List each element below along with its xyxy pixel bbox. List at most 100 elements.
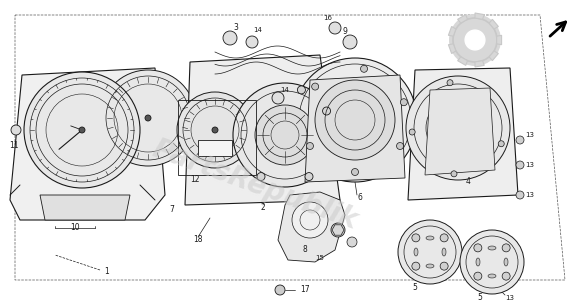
Text: 7: 7 [170, 206, 174, 214]
Circle shape [255, 105, 315, 165]
Text: 13: 13 [526, 132, 534, 138]
Polygon shape [40, 195, 130, 220]
Circle shape [440, 234, 448, 242]
Circle shape [502, 244, 510, 252]
Circle shape [412, 234, 420, 242]
Polygon shape [475, 61, 484, 67]
Circle shape [351, 168, 358, 175]
Ellipse shape [426, 264, 434, 268]
Text: 9: 9 [343, 27, 347, 37]
Ellipse shape [476, 258, 480, 266]
Text: 10: 10 [70, 224, 80, 232]
Polygon shape [497, 35, 501, 45]
Circle shape [298, 86, 305, 94]
Circle shape [177, 92, 253, 168]
Circle shape [451, 171, 457, 177]
Circle shape [397, 142, 404, 149]
Circle shape [246, 36, 258, 48]
Circle shape [323, 107, 331, 115]
Polygon shape [489, 19, 499, 29]
Text: 14: 14 [281, 87, 290, 93]
Circle shape [406, 76, 510, 180]
Circle shape [409, 129, 415, 135]
Text: PartsRepublik: PartsRepublik [148, 135, 361, 235]
Polygon shape [425, 88, 495, 175]
FancyBboxPatch shape [198, 140, 232, 156]
Text: 16: 16 [324, 15, 332, 21]
Circle shape [292, 202, 328, 238]
Circle shape [516, 136, 524, 144]
Polygon shape [457, 15, 467, 23]
Circle shape [275, 285, 285, 295]
Ellipse shape [442, 248, 446, 256]
Circle shape [79, 127, 85, 133]
Circle shape [474, 244, 482, 252]
Text: 17: 17 [300, 285, 310, 295]
Circle shape [400, 99, 408, 106]
Text: 3: 3 [233, 23, 239, 33]
Text: 8: 8 [303, 246, 307, 254]
Text: 11: 11 [9, 141, 19, 149]
Text: 13: 13 [526, 162, 534, 168]
Circle shape [11, 125, 21, 135]
Circle shape [24, 72, 140, 188]
Polygon shape [10, 68, 165, 220]
Circle shape [145, 115, 151, 121]
Polygon shape [448, 44, 456, 53]
Circle shape [449, 14, 501, 66]
Polygon shape [278, 192, 345, 262]
Polygon shape [408, 68, 518, 200]
Polygon shape [448, 27, 456, 36]
Polygon shape [305, 75, 405, 182]
Circle shape [331, 223, 345, 237]
Circle shape [257, 173, 265, 181]
Circle shape [347, 237, 357, 247]
Circle shape [315, 80, 395, 160]
Ellipse shape [488, 274, 496, 278]
Circle shape [498, 141, 504, 147]
Ellipse shape [504, 258, 508, 266]
Text: 4: 4 [466, 178, 470, 186]
Circle shape [440, 262, 448, 270]
Circle shape [272, 92, 284, 104]
Circle shape [412, 262, 420, 270]
Text: 15: 15 [316, 255, 324, 261]
Ellipse shape [414, 248, 418, 256]
Text: 18: 18 [193, 235, 203, 245]
Circle shape [502, 272, 510, 280]
Circle shape [233, 83, 337, 187]
Circle shape [329, 22, 341, 34]
Circle shape [516, 191, 524, 199]
Circle shape [212, 127, 218, 133]
Ellipse shape [488, 246, 496, 250]
Polygon shape [185, 55, 340, 205]
Circle shape [223, 31, 237, 45]
Circle shape [453, 18, 497, 62]
Text: 2: 2 [261, 203, 265, 213]
Ellipse shape [426, 236, 434, 240]
Circle shape [305, 173, 313, 181]
Circle shape [474, 272, 482, 280]
Circle shape [312, 83, 318, 90]
Polygon shape [475, 13, 484, 19]
Circle shape [361, 65, 368, 72]
Circle shape [343, 35, 357, 49]
Text: 13: 13 [505, 295, 515, 301]
Circle shape [398, 220, 462, 284]
Text: 14: 14 [254, 27, 262, 33]
Polygon shape [457, 57, 467, 65]
Circle shape [465, 30, 485, 50]
Circle shape [100, 70, 196, 166]
Circle shape [516, 161, 524, 169]
Text: 12: 12 [190, 175, 200, 185]
Text: 5: 5 [478, 293, 482, 303]
Polygon shape [489, 51, 499, 61]
Circle shape [460, 230, 524, 294]
Text: 13: 13 [526, 192, 534, 198]
Text: 5: 5 [413, 284, 417, 292]
Circle shape [293, 58, 417, 182]
Text: 6: 6 [358, 193, 362, 203]
Circle shape [447, 80, 453, 86]
Circle shape [306, 142, 313, 149]
Text: 1: 1 [105, 267, 109, 277]
